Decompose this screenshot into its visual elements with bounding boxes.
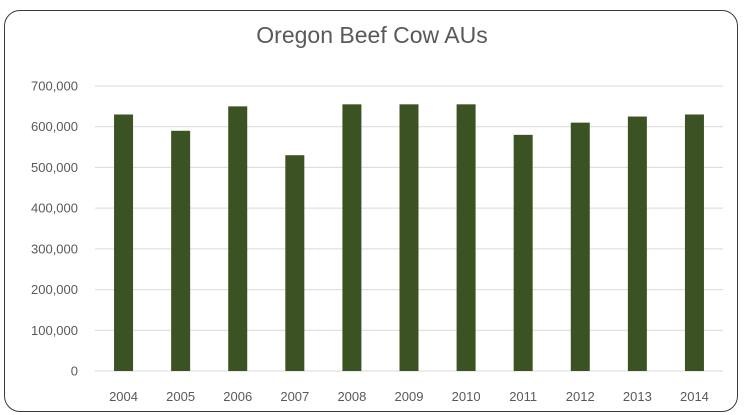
x-tick-label: 2007	[280, 389, 309, 404]
x-tick-label: 2009	[395, 389, 424, 404]
bar-2009	[399, 104, 419, 372]
x-tick-label: 2006	[223, 389, 252, 404]
x-tick-label: 2012	[566, 389, 595, 404]
x-tick-label: 2013	[623, 389, 652, 404]
x-tick-label: 2014	[680, 389, 709, 404]
bar-2011	[513, 134, 533, 371]
x-tick-label: 2010	[452, 389, 481, 404]
bar-2013	[627, 116, 647, 372]
chart-title: Oregon Beef Cow AUs	[256, 22, 488, 48]
y-tick-label: 600,000	[31, 119, 78, 134]
y-tick-label: 0	[71, 364, 78, 379]
bar-2014	[684, 114, 704, 371]
y-tick-label: 400,000	[31, 201, 78, 216]
x-tick-label: 2005	[166, 389, 195, 404]
bar-2007	[285, 155, 305, 371]
bars	[114, 104, 704, 372]
bar-2012	[570, 122, 590, 372]
x-tick-label: 2008	[337, 389, 366, 404]
bar-2005	[171, 130, 191, 371]
bar-2010	[456, 104, 476, 372]
y-tick-label: 100,000	[31, 323, 78, 338]
bar-2004	[114, 114, 134, 371]
x-tick-label: 2011	[509, 389, 537, 404]
y-tick-label: 300,000	[31, 241, 78, 256]
x-tick-label: 2004	[109, 389, 138, 404]
bar-2006	[228, 106, 248, 371]
y-tick-label: 500,000	[31, 160, 78, 175]
y-tick-label: 700,000	[31, 79, 78, 94]
y-tick-label: 200,000	[31, 282, 78, 297]
bar-2008	[342, 104, 362, 372]
y-axis-tick-labels: 0 100,000 200,000 300,000 400,000 500,000 600,…	[31, 79, 78, 379]
x-axis-tick-labels: 2004 2005 2006 2007 2008 2009 2010 2011 2012 2013…	[109, 389, 709, 404]
